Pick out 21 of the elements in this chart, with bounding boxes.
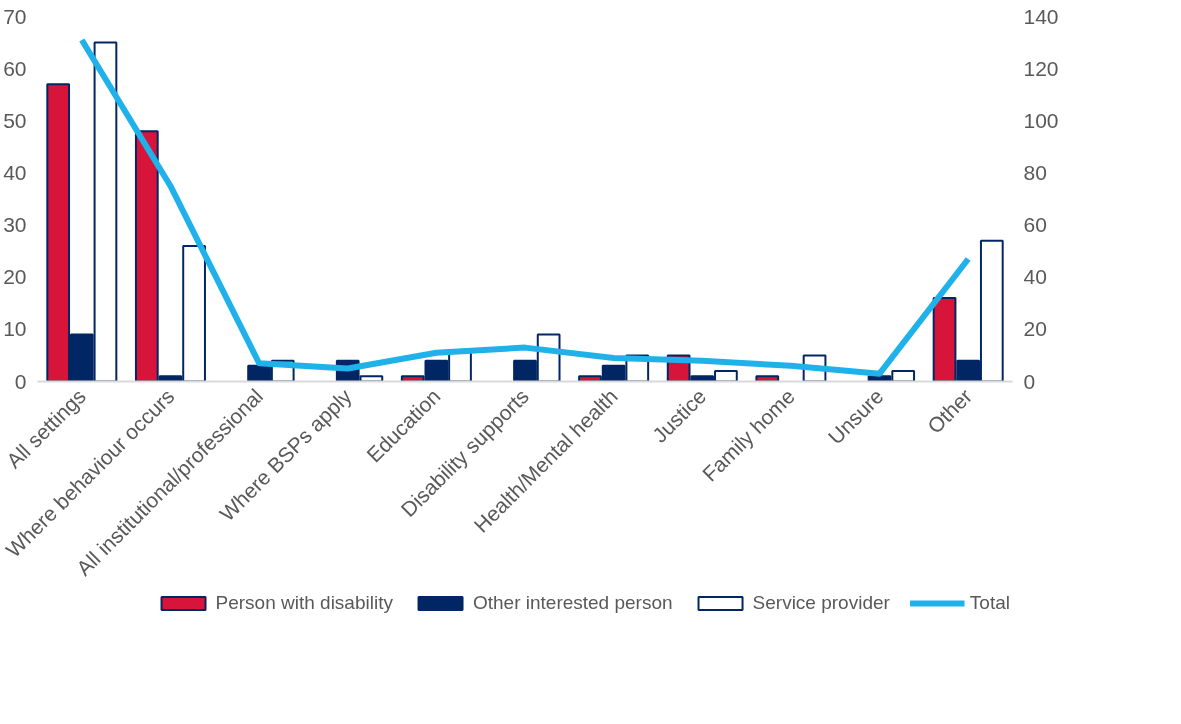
y2-tick-label: 80 xyxy=(1023,160,1047,184)
y2-tick-label: 20 xyxy=(1023,317,1047,341)
legend-label: Other interested person xyxy=(472,592,673,614)
legend-label: Service provider xyxy=(752,592,890,614)
y-tick-label: 50 xyxy=(3,108,27,132)
y-tick-label: 10 xyxy=(3,317,27,341)
y-tick-label: 30 xyxy=(3,213,27,237)
y2-tick-label: 120 xyxy=(1023,56,1059,80)
legend-label: Person with disability xyxy=(215,592,393,614)
y2-tick-label: 140 xyxy=(1023,4,1059,28)
y-tick-label: 70 xyxy=(3,4,27,28)
y2-tick-label: 0 xyxy=(1023,369,1036,393)
y-tick-label: 0 xyxy=(14,369,27,393)
y2-tick-label: 60 xyxy=(1023,213,1047,237)
y2-tick-label: 100 xyxy=(1023,108,1059,132)
y-tick-label: 20 xyxy=(3,265,27,289)
bar xyxy=(755,375,780,382)
legend-label: Total xyxy=(969,592,1010,614)
y2-tick-label: 40 xyxy=(1023,265,1047,289)
y-tick-label: 40 xyxy=(3,160,27,184)
y-tick-label: 60 xyxy=(3,56,27,80)
